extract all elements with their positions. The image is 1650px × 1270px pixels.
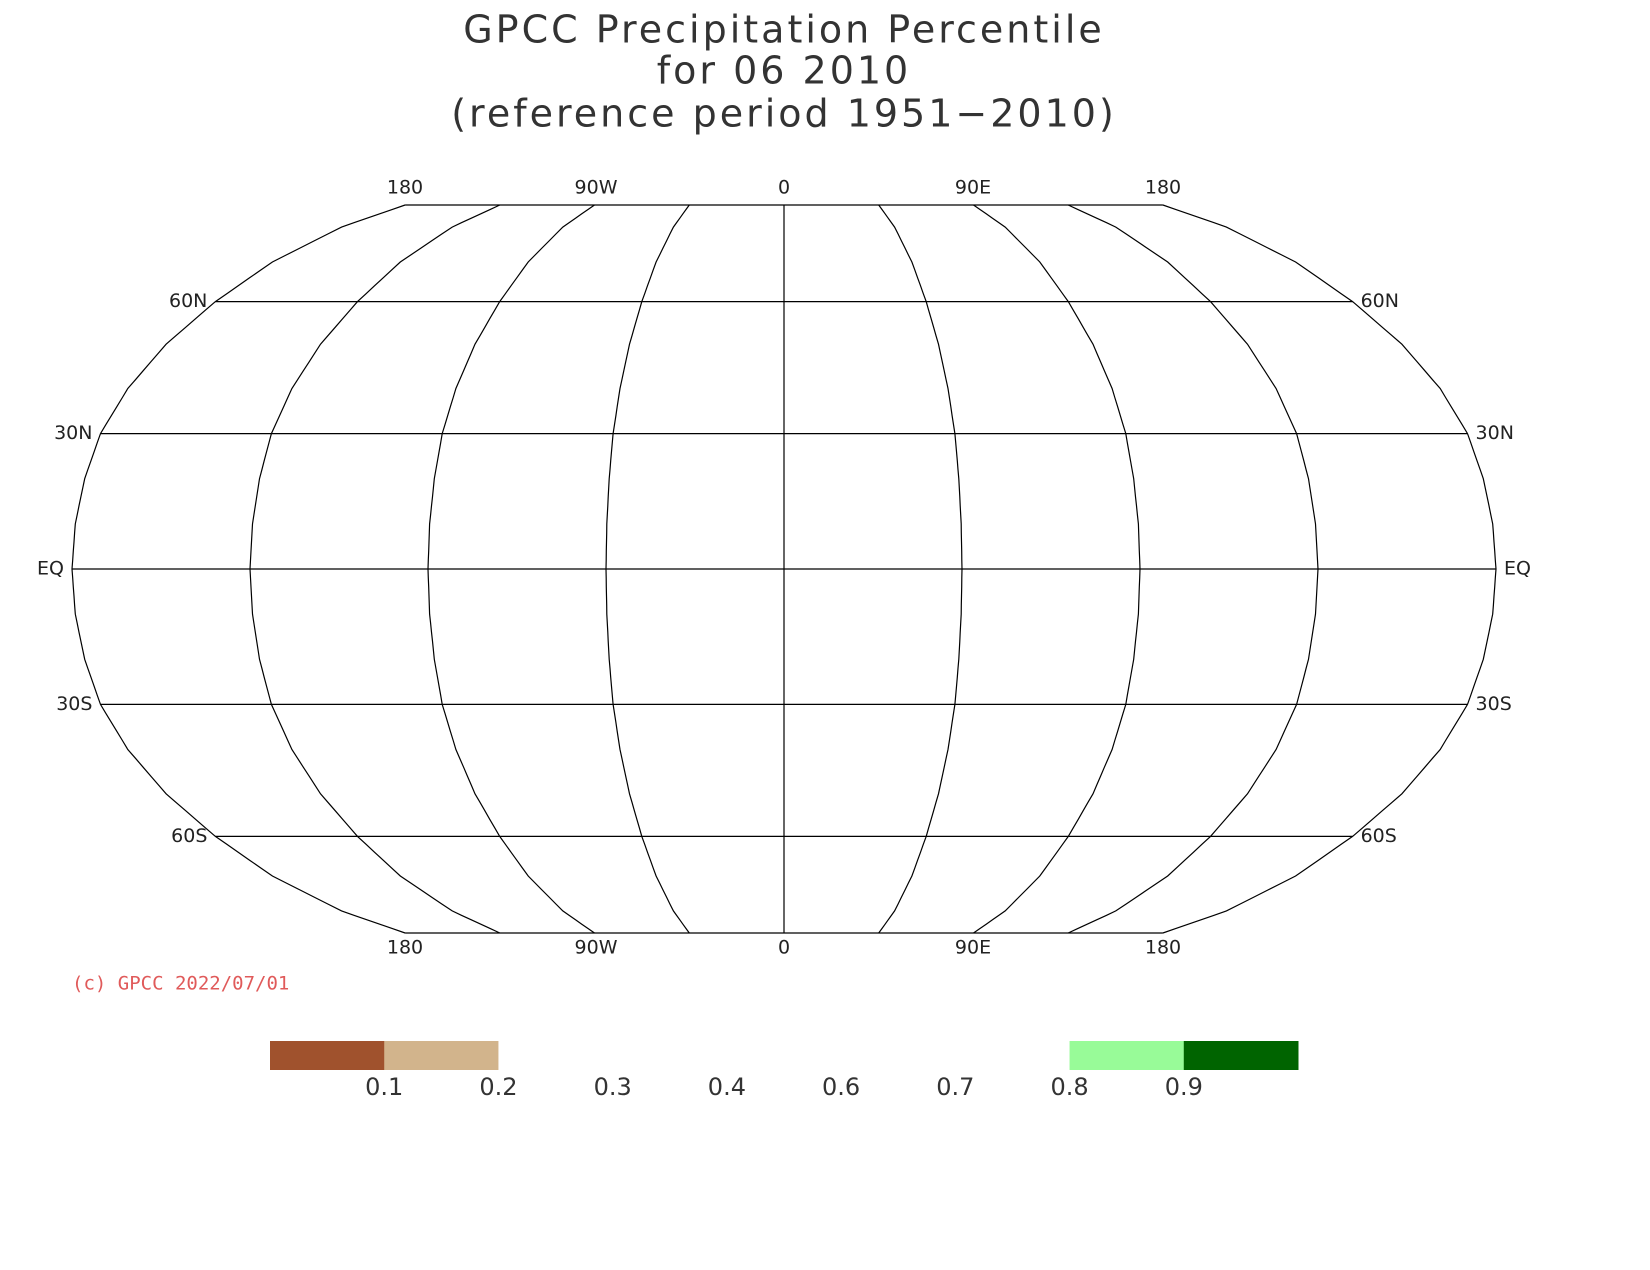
lon-label: 180 bbox=[1145, 937, 1181, 959]
lat-label: EQ bbox=[37, 558, 64, 580]
lat-label: 30S bbox=[1476, 693, 1512, 715]
legend-swatch bbox=[1183, 1041, 1299, 1070]
legend-swatch bbox=[841, 1041, 956, 1070]
legend-tick-label: 0.4 bbox=[708, 1073, 746, 1101]
legend-swatch bbox=[726, 1041, 842, 1070]
lon-label: 0 bbox=[778, 937, 790, 959]
lat-label: 60N bbox=[169, 290, 207, 312]
legend-tick-label: 0.1 bbox=[365, 1073, 403, 1101]
lat-label: 30N bbox=[1476, 422, 1514, 444]
legend-tick-label: 0.6 bbox=[822, 1073, 860, 1101]
legend-tick-label: 0.3 bbox=[594, 1073, 632, 1101]
title-line: for 06 2010 bbox=[657, 49, 911, 93]
lat-label: EQ bbox=[1504, 558, 1531, 580]
legend-tick-label: 0.8 bbox=[1050, 1073, 1088, 1101]
legend-swatch bbox=[955, 1041, 1071, 1070]
title-line: (reference period 1951−2010) bbox=[451, 92, 1117, 136]
lat-label: 30N bbox=[54, 422, 92, 444]
legend-tick-label: 0.9 bbox=[1165, 1073, 1203, 1101]
legend-swatch bbox=[498, 1041, 614, 1070]
lat-label: 60N bbox=[1361, 290, 1399, 312]
copyright: (c) GPCC 2022/07/01 bbox=[72, 973, 289, 995]
lat-label: 30S bbox=[56, 693, 92, 715]
map: 180 180 90W 90W 0 0 90E 90E 180 180 60N 60N 30N 30N EQ… bbox=[37, 177, 1531, 959]
title-line: GPCC Precipitation Percentile bbox=[463, 8, 1105, 52]
legend-swatch bbox=[1069, 1041, 1185, 1070]
legend-swatch bbox=[612, 1041, 728, 1070]
lat-label: 60S bbox=[171, 825, 207, 847]
lat-label: 60S bbox=[1361, 825, 1397, 847]
lon-label: 90E bbox=[955, 177, 991, 199]
lon-label: 90W bbox=[575, 177, 618, 199]
legend-tick-label: 0.7 bbox=[936, 1073, 974, 1101]
lon-label: 180 bbox=[387, 177, 423, 199]
lon-label: 180 bbox=[387, 937, 423, 959]
legend-tick-label: 0.2 bbox=[479, 1073, 517, 1101]
legend-swatch bbox=[384, 1041, 499, 1070]
legend: 0.1 0.2 0.3 0.4 0.6 0.7 0.8 0.9 bbox=[270, 1041, 1299, 1101]
lon-label: 90E bbox=[955, 937, 991, 959]
lon-label: 0 bbox=[778, 177, 790, 199]
legend-swatch bbox=[270, 1041, 385, 1070]
lon-label: 180 bbox=[1145, 177, 1181, 199]
lon-label: 90W bbox=[575, 937, 618, 959]
